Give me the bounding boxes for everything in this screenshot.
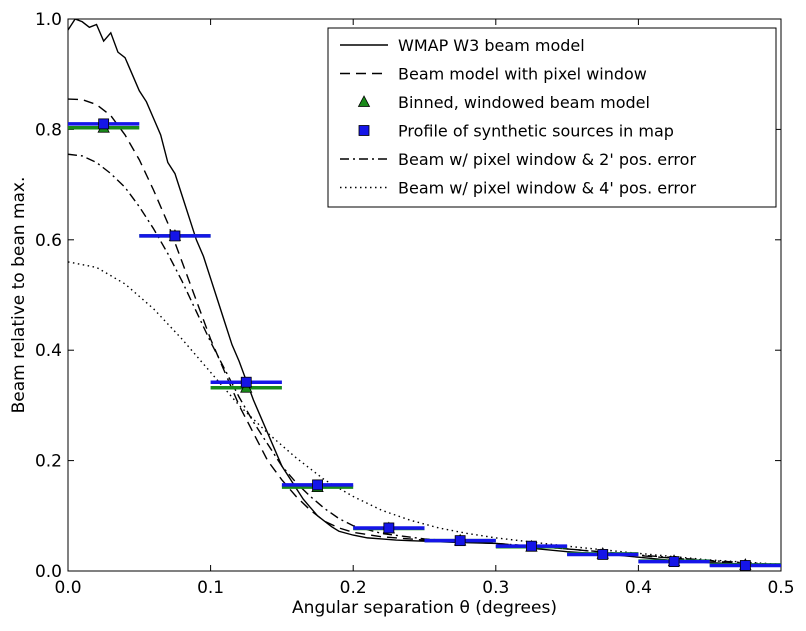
square-point (526, 540, 537, 552)
square-point (668, 556, 680, 568)
square-point (312, 479, 323, 491)
x-tick-label: 0.4 (625, 578, 652, 598)
y-tick-label: 0.0 (35, 562, 62, 582)
series-line-dashdot (68, 153, 781, 566)
legend-entry: Beam w/ pixel window & 4' pos. error (398, 179, 696, 198)
square-point (454, 535, 466, 547)
y-tick-label: 0.4 (35, 341, 62, 361)
square-point (383, 522, 395, 534)
square-point (240, 376, 252, 388)
square-point (597, 549, 609, 560)
square-point (739, 560, 751, 571)
legend-box (327, 27, 777, 208)
x-axis-label: Angular separation θ (degrees) (292, 598, 557, 618)
square-point (98, 118, 110, 130)
legend-entry: Beam w/ pixel window & 2' pos. error (398, 150, 696, 169)
x-tick-label: 0.5 (767, 578, 794, 598)
legend-entry: WMAP W3 beam model (398, 36, 585, 55)
legend-entry: Profile of synthetic sources in map (398, 122, 674, 141)
legend-swatch-triangle (357, 95, 371, 107)
plot-frame (67, 18, 782, 572)
y-tick-label: 0.6 (35, 231, 62, 251)
legend-swatch-square (358, 125, 370, 136)
series-line-dotted (68, 261, 781, 566)
square-point (169, 230, 181, 242)
x-tick-label: 0.2 (340, 578, 367, 598)
y-axis-label: Beam relative to bean max. (9, 177, 29, 414)
y-tick-label: 0.2 (35, 452, 62, 472)
legend-entry: Beam model with pixel window (398, 65, 647, 84)
x-tick-label: 0.1 (197, 578, 224, 598)
x-tick-label: 0.3 (482, 578, 509, 598)
y-tick-label: 0.8 (35, 120, 62, 140)
x-tick-label: 0.0 (54, 578, 81, 598)
legend-entry: Binned, windowed beam model (398, 93, 650, 112)
y-tick-label: 1.0 (35, 10, 62, 30)
